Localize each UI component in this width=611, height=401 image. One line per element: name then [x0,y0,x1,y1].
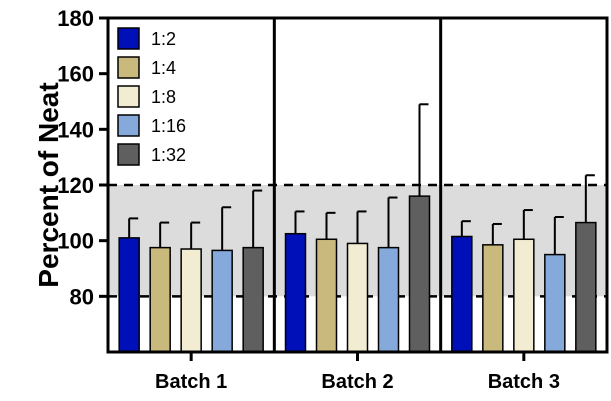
x-category-label: Batch 3 [488,371,560,393]
bar [284,232,307,353]
legend-swatch [117,143,140,166]
legend-label: 1:2 [151,29,176,49]
bar [346,242,369,353]
bar [211,249,233,353]
bar [149,246,171,353]
x-category-label: Batch 2 [321,371,393,393]
legend-swatch [117,114,140,137]
legend-swatch [117,85,140,108]
y-tick-label: 160 [57,62,94,87]
legend-swatch [117,27,140,50]
legend-label: 1:4 [151,58,176,78]
legend-label: 1:32 [151,145,186,165]
bar [575,221,597,353]
y-tick-label: 80 [70,284,94,309]
legend-swatch [117,56,140,79]
bar [513,238,535,353]
legend-label: 1:8 [151,87,176,107]
bar [377,246,400,353]
bar [408,195,431,353]
legend-label: 1:16 [151,116,186,136]
bar [315,238,338,353]
y-tick-label: 100 [57,229,94,254]
bar [242,246,264,353]
legend: 1:2 1:4 1:8 1:16 1:32 [117,27,186,166]
bar [451,235,473,353]
y-tick-label: 180 [57,6,94,31]
bar [544,253,566,353]
y-tick-label: 140 [57,117,94,142]
x-category-label: Batch 1 [155,371,227,393]
bar [482,244,504,353]
y-ticks-layer: 80 100 120 140 160 180 [57,6,108,309]
bar [180,248,202,353]
bar [118,237,140,353]
y-tick-label: 120 [57,173,94,198]
x-categories-layer: Batch 1 Batch 2 Batch 3 [155,371,560,393]
bars-layer [118,103,597,353]
y-axis-title: Percent of Neat [33,82,64,287]
